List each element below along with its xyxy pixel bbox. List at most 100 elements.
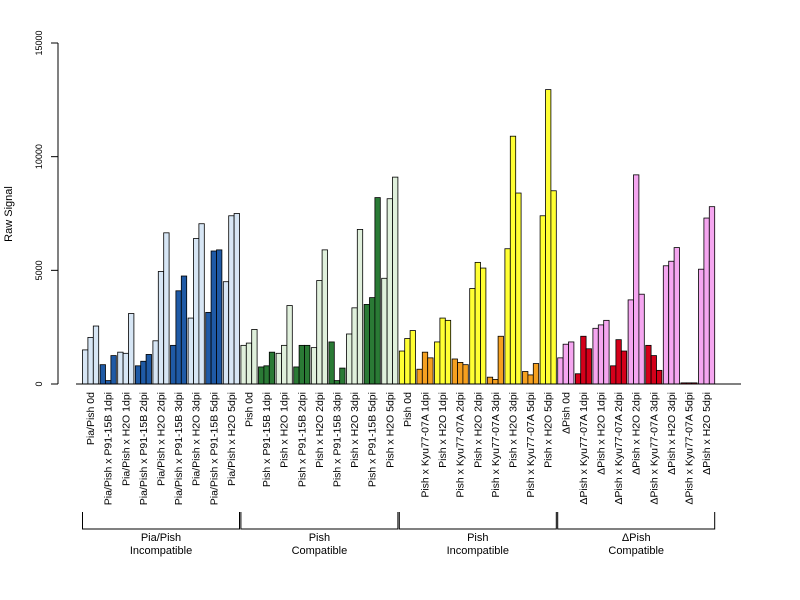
- bar: [310, 347, 318, 385]
- bar: [568, 341, 575, 385]
- bar: [650, 355, 657, 385]
- bar: [462, 364, 469, 385]
- bar: [656, 369, 663, 385]
- x-tick-label: Pish 0d: [402, 392, 414, 427]
- bar: [386, 198, 393, 385]
- x-tick-label: Pish x H2O 2dpi: [472, 392, 484, 468]
- bar: [398, 350, 406, 385]
- group-bracket: [398, 512, 557, 530]
- bar: [597, 324, 605, 385]
- bar: [346, 333, 353, 385]
- bar: [363, 304, 370, 385]
- x-tick-label: ΔPish x Kyu77-07A 3dpi: [648, 392, 660, 505]
- bar: [163, 232, 170, 385]
- bar: [708, 206, 716, 385]
- bar: [245, 342, 253, 385]
- bar: [99, 364, 106, 385]
- bar: [545, 89, 552, 385]
- bar: [145, 354, 152, 385]
- bar: [504, 248, 511, 385]
- bar: [170, 344, 177, 385]
- x-tick-label: ΔPish x H2O 5dpi: [701, 392, 713, 475]
- x-tick-label: Pish x P91-15B 1dpi: [261, 392, 273, 487]
- bar: [140, 360, 147, 385]
- bar: [304, 344, 311, 385]
- x-tick-label: ΔPish x Kyu77-07A 2dpi: [613, 392, 625, 505]
- bar: [645, 344, 652, 385]
- bar: [286, 305, 293, 385]
- bar: [351, 307, 358, 385]
- group-label-line2: Compatible: [608, 545, 664, 557]
- bar: [550, 190, 557, 385]
- bar: [620, 350, 628, 385]
- bar: [703, 217, 710, 385]
- bar: [439, 317, 446, 385]
- bar: [369, 297, 376, 385]
- y-tick-label: 0: [34, 381, 44, 386]
- bar: [474, 261, 481, 385]
- bar: [427, 357, 434, 385]
- x-tick-label: ΔPish x H2O 3dpi: [666, 392, 678, 475]
- bar: [263, 365, 270, 385]
- bar: [180, 275, 188, 385]
- x-tick-label: Pish x Kyu77-07A 3dpi: [490, 392, 502, 498]
- y-tick-label: 15000: [34, 30, 44, 55]
- bar: [592, 327, 599, 385]
- bar: [205, 311, 212, 385]
- x-tick-label: ΔPish x H2O 2dpi: [631, 392, 643, 475]
- bar: [356, 229, 364, 385]
- bar: [522, 371, 529, 385]
- x-tick-label: Pish x H2O 1dpi: [279, 392, 291, 468]
- bar: [444, 319, 452, 385]
- x-tick-label: Pish x Kyu77-07A 1dpi: [420, 392, 432, 498]
- bar: [87, 336, 94, 385]
- bar: [562, 343, 569, 385]
- bar: [480, 267, 487, 385]
- x-tick-label: Pia/Pish x H2O 1dpi: [120, 392, 132, 486]
- x-tick-label: ΔPish 0d: [560, 392, 572, 434]
- bar: [268, 351, 276, 385]
- x-tick-label: Pia/Pish x H2O 5dpi: [226, 392, 238, 486]
- bar: [82, 349, 89, 385]
- y-axis-label: Raw Signal: [3, 186, 15, 242]
- x-tick-label: Pish x H2O 5dpi: [543, 392, 555, 468]
- group-label-line2: Compatible: [292, 545, 348, 557]
- bar: [532, 363, 540, 385]
- bar: [328, 341, 335, 385]
- bar: [610, 365, 617, 385]
- x-tick-label: Pish x H2O 2dpi: [314, 392, 326, 468]
- bar: [603, 319, 610, 385]
- bar: [492, 379, 499, 385]
- x-tick-label: Pia/Pish x P91-15B 3dpi: [173, 392, 185, 505]
- bar: [316, 280, 323, 385]
- bar: [187, 317, 194, 385]
- group-bracket: [557, 512, 716, 530]
- bar: [258, 366, 265, 385]
- bar: [673, 247, 680, 385]
- x-tick-label: Pia/Pish 0d: [85, 392, 97, 445]
- bar: [497, 335, 504, 385]
- bar: [105, 380, 112, 385]
- bar: [193, 238, 200, 385]
- bar: [615, 339, 622, 385]
- bar: [668, 260, 675, 385]
- group-label-line1: Pish: [309, 532, 330, 544]
- bar: [374, 197, 381, 385]
- bar: [240, 344, 247, 385]
- bar: [134, 365, 142, 385]
- bar: [216, 249, 223, 385]
- bar: [509, 135, 517, 385]
- x-tick-label: Pish x Kyu77-07A 2dpi: [455, 392, 467, 498]
- bar: [434, 341, 441, 385]
- x-tick-label: ΔPish x Kyu77-07A 5dpi: [684, 392, 696, 505]
- group-label-line1: ΔPish: [622, 532, 651, 544]
- bar: [298, 344, 305, 385]
- bar: [321, 249, 328, 385]
- x-tick-label: ΔPish x H2O 1dpi: [596, 392, 608, 475]
- bar: [152, 340, 159, 385]
- bar: [409, 330, 416, 385]
- x-tick-label: Pish x P91-15B 2dpi: [296, 392, 308, 487]
- bar: [233, 213, 240, 385]
- bar: [633, 174, 640, 385]
- y-tick-label: 10000: [34, 144, 44, 169]
